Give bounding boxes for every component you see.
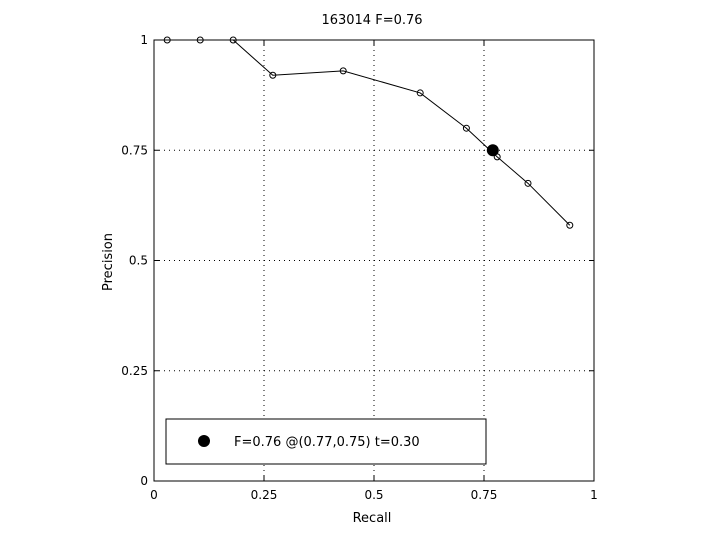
chart-title: 163014 F=0.76	[321, 13, 422, 28]
data-point	[269, 71, 277, 79]
grid-layer	[154, 40, 594, 481]
data-point	[462, 124, 470, 132]
x-tick-label: 0	[150, 488, 158, 502]
x-tick-label: 0.25	[251, 488, 278, 502]
y-tick-label: 0.75	[121, 143, 148, 157]
y-tick-label: 1	[140, 33, 148, 47]
x-tick-label: 0.5	[364, 488, 383, 502]
y-tick-label: 0.25	[121, 364, 148, 378]
data-point	[416, 89, 424, 97]
series-line	[167, 39, 571, 226]
data-point	[566, 221, 574, 229]
legend-label: F=0.76 @(0.77,0.75) t=0.30	[234, 435, 420, 450]
y-tick-label: 0	[140, 474, 148, 488]
legend-box	[165, 418, 487, 465]
data-point	[229, 36, 237, 44]
legend-best-marker	[198, 435, 210, 447]
x-tick-label: 0.75	[471, 488, 498, 502]
data-point	[163, 36, 171, 44]
y-tick-label: 0.5	[129, 254, 148, 268]
best-f-point	[486, 144, 499, 157]
data-point	[196, 36, 204, 44]
legend: F=0.76 @(0.77,0.75) t=0.30	[165, 418, 487, 465]
tick-layer: 0 0.25 0.5 0.75 1 0 0.25 0.5 0.75 1	[121, 33, 598, 502]
x-tick-label: 1	[590, 488, 598, 502]
data-point	[339, 67, 347, 75]
y-axis-label: Precision	[101, 233, 116, 291]
data-point	[524, 179, 532, 187]
x-axis-label: Recall	[353, 511, 392, 526]
series-layer	[163, 36, 574, 229]
